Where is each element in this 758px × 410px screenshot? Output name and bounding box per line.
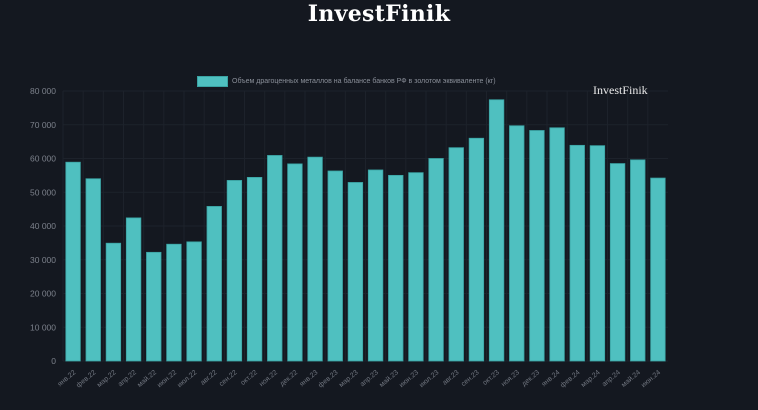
- bar[interactable]: [246, 176, 263, 362]
- chart-legend[interactable]: Объем драгоценных металлов на балансе ба…: [197, 75, 496, 87]
- bar[interactable]: [85, 178, 101, 362]
- x-tick-label: янв.23: [299, 369, 320, 388]
- bar[interactable]: [388, 174, 404, 362]
- x-tick-label: июн.23: [398, 369, 420, 389]
- bar[interactable]: [509, 125, 525, 362]
- y-tick-label: 20 000: [30, 289, 56, 299]
- x-tick-label: мар.23: [338, 369, 360, 389]
- bar[interactable]: [408, 172, 424, 362]
- x-tick-label: мар.22: [96, 369, 118, 389]
- bar[interactable]: [448, 147, 464, 362]
- x-tick-label: фев.24: [559, 369, 581, 389]
- x-tick-label: сен.23: [460, 369, 481, 388]
- x-tick-label: сен.22: [218, 369, 239, 388]
- watermark: InvestFinik: [593, 83, 648, 97]
- x-tick-label: апр.24: [601, 369, 622, 388]
- bar[interactable]: [347, 182, 364, 362]
- bar[interactable]: [287, 163, 303, 362]
- bar[interactable]: [267, 155, 283, 362]
- x-tick-label: апр.23: [359, 369, 380, 388]
- x-tick-label: фев.23: [317, 369, 339, 389]
- x-tick-label: июл.22: [176, 369, 198, 389]
- bar[interactable]: [428, 158, 444, 362]
- x-tick-label: янв.24: [541, 369, 562, 388]
- bar[interactable]: [609, 163, 626, 362]
- x-tick-label: фев.22: [75, 369, 97, 389]
- bar[interactable]: [105, 242, 122, 362]
- x-tick-label: ноя.22: [258, 369, 279, 388]
- bar[interactable]: [589, 145, 606, 362]
- x-tick-label: июл.23: [418, 369, 440, 389]
- x-tick-label: авг.22: [199, 369, 218, 387]
- x-tick-label: июн.24: [640, 369, 662, 389]
- bar[interactable]: [65, 161, 81, 362]
- bar[interactable]: [307, 156, 323, 362]
- x-tick-label: дек.22: [279, 369, 299, 388]
- bar[interactable]: [468, 137, 485, 362]
- bar[interactable]: [186, 241, 202, 362]
- bar[interactable]: [488, 99, 505, 362]
- bar[interactable]: [630, 159, 646, 362]
- legend-swatch: [197, 75, 228, 87]
- bar[interactable]: [529, 130, 545, 362]
- x-tick-label: мар.24: [580, 369, 602, 389]
- y-tick-label: 10 000: [30, 322, 56, 332]
- x-tick-label: авг.23: [441, 369, 460, 387]
- bar[interactable]: [125, 217, 142, 362]
- bar[interactable]: [327, 170, 343, 362]
- brand-title: InvestFinik: [307, 1, 451, 27]
- y-tick-label: 80 000: [30, 86, 56, 96]
- x-tick-label: июн.22: [156, 369, 178, 389]
- bar[interactable]: [146, 251, 162, 362]
- bar[interactable]: [569, 144, 585, 362]
- x-tick-label: окт.22: [240, 369, 259, 387]
- y-tick-label: 60 000: [30, 154, 56, 164]
- bar[interactable]: [367, 169, 384, 362]
- x-tick-label: май.23: [378, 368, 400, 389]
- legend-label: Объем драгоценных металлов на балансе ба…: [232, 77, 496, 85]
- x-tick-label: май.24: [620, 368, 642, 389]
- bar[interactable]: [166, 243, 182, 362]
- x-tick-label: апр.22: [117, 369, 138, 388]
- bar[interactable]: [650, 177, 666, 362]
- x-tick-label: дек.23: [521, 369, 541, 388]
- bar[interactable]: [226, 180, 243, 362]
- x-tick-label: янв.22: [57, 369, 78, 388]
- bar[interactable]: [206, 206, 222, 362]
- y-tick-label: 30 000: [30, 255, 56, 265]
- y-tick-label: 50 000: [30, 187, 56, 197]
- x-tick-label: ноя.23: [500, 369, 521, 388]
- bar[interactable]: [549, 127, 565, 362]
- x-tick-label: май.22: [136, 368, 158, 389]
- x-tick-label: окт.23: [482, 369, 501, 387]
- y-tick-label: 70 000: [30, 120, 56, 130]
- y-tick-label: 0: [51, 356, 56, 366]
- y-tick-label: 40 000: [30, 221, 56, 231]
